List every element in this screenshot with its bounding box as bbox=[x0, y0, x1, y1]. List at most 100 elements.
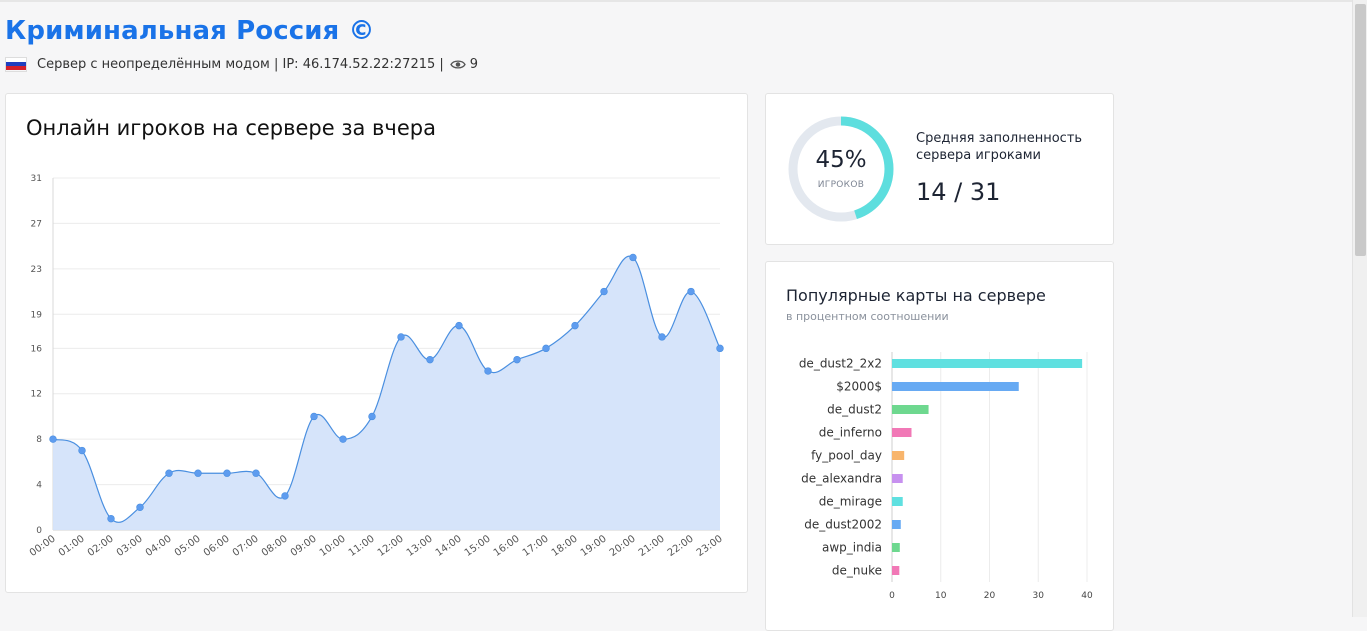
x-tick-label: 18:00 bbox=[550, 533, 580, 559]
x-tick-label: 10 bbox=[935, 591, 947, 601]
data-point bbox=[658, 333, 666, 341]
x-tick-label: 12:00 bbox=[376, 533, 406, 559]
y-tick-label: 4 bbox=[36, 481, 42, 491]
x-tick-label: 15:00 bbox=[463, 533, 493, 559]
x-tick-label: 04:00 bbox=[144, 533, 174, 559]
x-tick-label: 11:00 bbox=[347, 533, 377, 559]
data-point bbox=[107, 514, 115, 523]
online-area-fill bbox=[53, 256, 720, 530]
map-bar bbox=[892, 359, 1083, 368]
online-chart: 0 4 8 12 16 19 23 27 31 00:00 01:00 02:00 03:00 04:00… bbox=[28, 174, 725, 559]
scrollbar-thumb[interactable] bbox=[1355, 4, 1366, 256]
x-tick-label: 17:00 bbox=[521, 533, 551, 559]
x-tick-label: 23:00 bbox=[695, 533, 725, 559]
data-point bbox=[513, 355, 521, 364]
data-point bbox=[252, 469, 260, 477]
map-bar bbox=[892, 405, 929, 414]
x-tick-label: 03:00 bbox=[115, 533, 145, 559]
maps-card: Популярные карты на сервере в процентном… bbox=[765, 261, 1114, 631]
ring-progress bbox=[788, 116, 894, 222]
server-subtitle: Сервер с неопределённым модом | IP: 46.1… bbox=[5, 55, 478, 73]
x-tick-label: 05:00 bbox=[173, 533, 203, 559]
x-tick-label: 10:00 bbox=[318, 533, 348, 559]
map-label: de_alexandra bbox=[801, 472, 882, 486]
data-point bbox=[339, 435, 347, 443]
online-chart-title: Онлайн игроков на сервере за вчера bbox=[26, 116, 436, 140]
y-tick-label: 27 bbox=[31, 219, 42, 229]
map-label: fy_pool_day bbox=[811, 449, 882, 463]
fill-percent-label: ИГРОКОВ bbox=[817, 180, 865, 190]
y-tick-label: 0 bbox=[36, 526, 42, 536]
online-chart-card: Онлайн игроков на сервере за вчера 0 4 8 12… bbox=[5, 93, 748, 593]
data-point bbox=[194, 469, 202, 477]
data-point bbox=[629, 253, 637, 262]
maps-subtitle: в процентном соотношении bbox=[786, 310, 949, 323]
x-tick-label: 13:00 bbox=[405, 533, 435, 559]
data-point bbox=[165, 469, 173, 477]
y-tick-label: 16 bbox=[31, 344, 43, 354]
x-tick-label: 0 bbox=[889, 591, 895, 601]
data-point bbox=[687, 287, 695, 296]
x-tick-label: 40 bbox=[1081, 591, 1093, 601]
data-point bbox=[542, 344, 550, 353]
views-count: 9 bbox=[469, 56, 479, 72]
top-border bbox=[0, 0, 1352, 2]
data-point bbox=[368, 412, 376, 421]
map-label: de_dust2_2x2 bbox=[799, 357, 882, 371]
map-bar bbox=[892, 382, 1019, 391]
y-tick-label: 12 bbox=[31, 390, 42, 400]
map-label: de_dust2002 bbox=[804, 518, 882, 532]
y-tick-label: 8 bbox=[36, 435, 42, 445]
x-tick-label: 00:00 bbox=[28, 533, 58, 559]
eye-icon bbox=[450, 59, 466, 69]
map-label: de_inferno bbox=[819, 426, 882, 440]
map-label: de_mirage bbox=[819, 495, 882, 509]
data-point bbox=[49, 435, 57, 443]
data-point bbox=[397, 333, 405, 341]
map-bar bbox=[892, 428, 912, 437]
page-scrollbar[interactable] bbox=[1352, 0, 1367, 617]
y-tick-label: 19 bbox=[31, 310, 43, 320]
y-tick-label: 31 bbox=[31, 174, 42, 184]
data-point bbox=[571, 321, 579, 330]
map-bar bbox=[892, 497, 903, 506]
map-label: awp_india bbox=[822, 541, 882, 555]
maps-bar-chart: 0 10 20 30 40 de_dust2_2x2 $2000$ de_dust2 de_in… bbox=[799, 352, 1093, 601]
fill-value: 14 / 31 bbox=[916, 178, 1001, 206]
data-point bbox=[310, 412, 318, 421]
map-bar bbox=[892, 474, 903, 483]
data-point bbox=[600, 287, 608, 296]
x-tick-label: 21:00 bbox=[637, 533, 667, 559]
x-tick-label: 07:00 bbox=[231, 533, 261, 559]
map-label: $2000$ bbox=[836, 380, 882, 394]
data-point bbox=[455, 321, 463, 330]
x-tick-label: 08:00 bbox=[260, 533, 290, 559]
data-point bbox=[281, 492, 289, 500]
x-tick-label: 22:00 bbox=[666, 533, 696, 559]
data-point bbox=[484, 367, 492, 375]
y-tick-label: 23 bbox=[31, 265, 42, 275]
maps-title: Популярные карты на сервере bbox=[786, 286, 1046, 305]
x-tick-label: 30 bbox=[1033, 591, 1045, 601]
data-point bbox=[716, 344, 724, 353]
x-tick-label: 20:00 bbox=[608, 533, 638, 559]
map-label: de_nuke bbox=[832, 564, 882, 578]
map-label: de_dust2 bbox=[827, 403, 882, 417]
data-point bbox=[136, 503, 144, 511]
x-tick-label: 14:00 bbox=[434, 533, 464, 559]
map-bar bbox=[892, 566, 900, 575]
server-info: Сервер с неопределённым модом | IP: 46.1… bbox=[37, 56, 444, 72]
fill-ring-chart bbox=[788, 116, 894, 222]
data-point bbox=[426, 355, 434, 364]
x-tick-label: 02:00 bbox=[86, 533, 116, 559]
x-tick-label: 20 bbox=[984, 591, 996, 601]
server-title: Криминальная Россия © bbox=[5, 16, 375, 46]
x-tick-label: 01:00 bbox=[57, 533, 87, 559]
data-point bbox=[78, 446, 86, 455]
x-tick-label: 19:00 bbox=[579, 533, 609, 559]
x-tick-label: 06:00 bbox=[202, 533, 232, 559]
fill-label: Средняя заполненность сервера игроками bbox=[916, 131, 1083, 163]
fill-card: 45% ИГРОКОВ Средняя заполненность сервер… bbox=[765, 93, 1114, 245]
map-bar bbox=[892, 451, 905, 460]
x-tick-label: 09:00 bbox=[289, 533, 319, 559]
